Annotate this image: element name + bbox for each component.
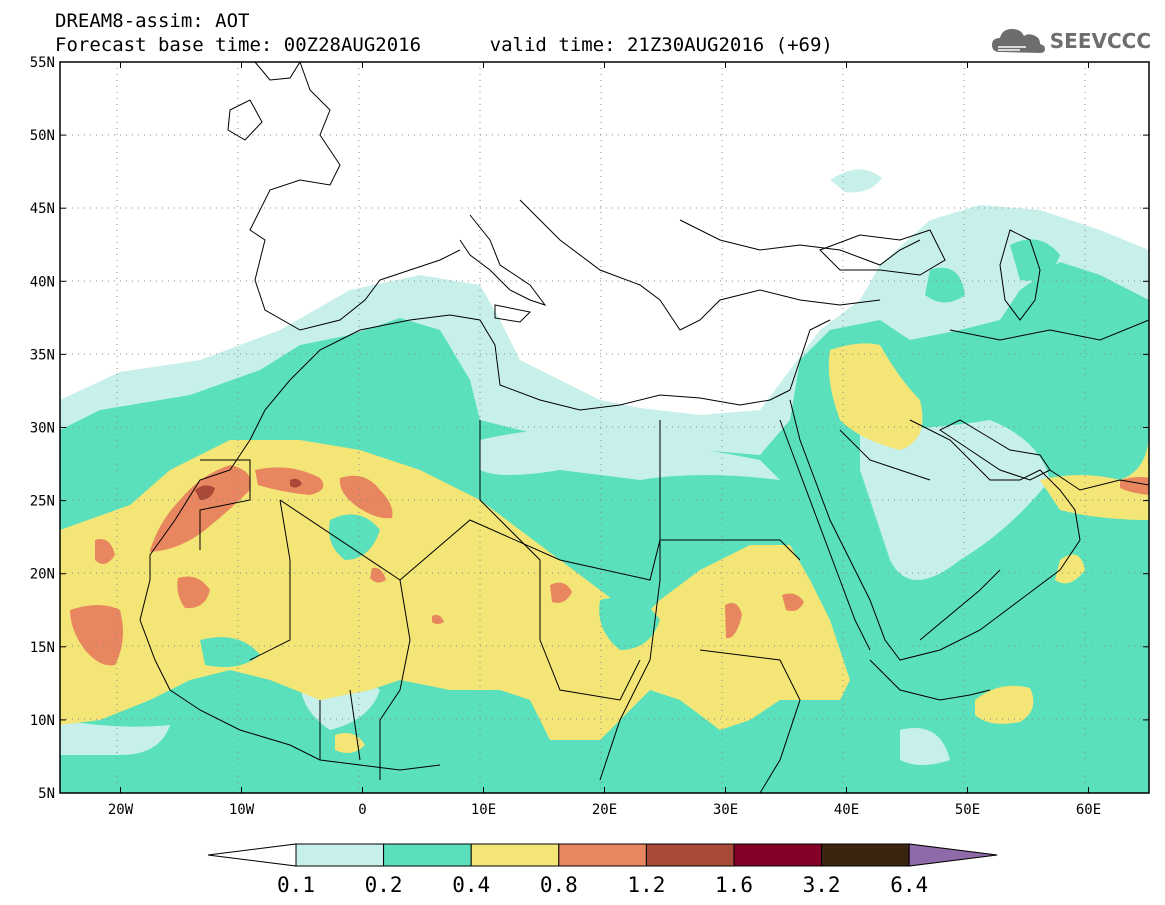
- colorbar-label: 0.8: [540, 873, 578, 897]
- lat-tick-label: 35N: [30, 347, 55, 363]
- colorbar-label: 3.2: [803, 873, 841, 897]
- colorbar-box: [470, 843, 560, 867]
- colorbar-box: [558, 843, 647, 867]
- map-title: DREAM8-assim: AOT: [55, 10, 250, 32]
- lat-tick-label: 30N: [30, 421, 55, 437]
- lon-tick-label: 60E: [1076, 802, 1101, 818]
- forecast-time-line: Forecast base time: 00Z28AUG2016 valid t…: [55, 34, 833, 56]
- lon-tick-label: 0: [358, 802, 366, 818]
- lon-tick-label: 10W: [229, 802, 255, 818]
- colorbar-box: [733, 843, 823, 867]
- aot-level-0.8: [150, 465, 251, 552]
- lon-tick-label: 30E: [713, 802, 738, 818]
- lat-tick-label: 50N: [30, 128, 55, 144]
- aot-level-1.2: [195, 485, 215, 500]
- logo-text: SEEVCCC: [1049, 29, 1151, 53]
- lon-tick-label: 20E: [592, 802, 617, 818]
- colorbar-box: [821, 843, 910, 867]
- lon-tick-label: 10E: [471, 802, 496, 818]
- colorbar-label: 0.1: [277, 873, 315, 897]
- aot-level-0.4: [60, 440, 850, 740]
- lat-axis: 55N 50N 45N 40N 35N 30N 25N 20N 15N 10N 5N: [30, 55, 1149, 802]
- colorbar-label: 1.6: [715, 873, 753, 897]
- colorbar-box: [295, 843, 385, 867]
- colorbar-label: 0.4: [452, 873, 490, 897]
- lat-tick-label: 45N: [30, 201, 55, 217]
- lat-tick-label: 55N: [30, 55, 55, 71]
- colorbar-under-triangle: [207, 843, 297, 867]
- colorbar-box: [383, 843, 472, 867]
- lat-tick-label: 5N: [38, 786, 55, 802]
- colorbar-label: 6.4: [890, 873, 928, 897]
- coastlines: [139, 62, 1149, 793]
- lat-tick-label: 25N: [30, 494, 55, 510]
- colorbar-label: 1.2: [627, 873, 665, 897]
- colorbar-label: 0.2: [365, 873, 403, 897]
- lon-tick-label: 20W: [108, 802, 134, 818]
- lon-axis: 20W 10W 0 10E 20E 30E 40E 50E 60E: [108, 62, 1101, 818]
- colorbar-over-triangle: [908, 843, 998, 867]
- lat-tick-label: 10N: [30, 713, 55, 729]
- lat-tick-label: 15N: [30, 640, 55, 656]
- aot-field: [60, 62, 1149, 793]
- lon-tick-label: 40E: [834, 802, 859, 818]
- cloud-icon: [991, 29, 1045, 53]
- lat-tick-label: 40N: [30, 274, 55, 290]
- lon-tick-label: 50E: [955, 802, 980, 818]
- lat-tick-label: 20N: [30, 567, 55, 583]
- seevccc-logo: SEEVCCC: [990, 26, 1151, 56]
- colorbar: 0.1 0.2 0.4 0.8 1.2 1.6 3.2 6.4: [207, 843, 998, 897]
- colorbar-box: [645, 843, 735, 867]
